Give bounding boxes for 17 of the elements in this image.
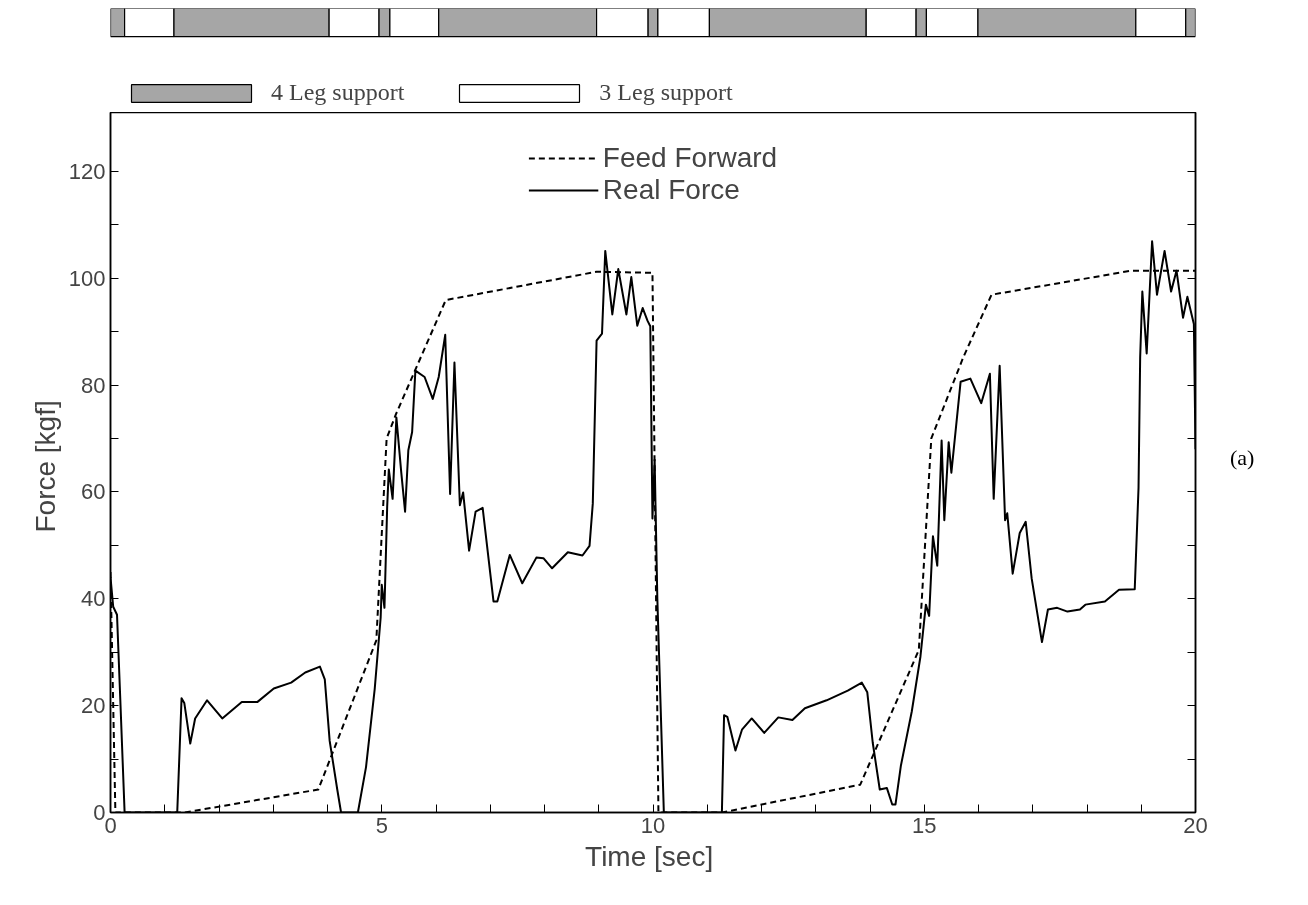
legend-label: 4 Leg support — [271, 79, 405, 106]
x-tick-label: 15 — [912, 812, 937, 838]
legend-label: 3 Leg support — [599, 79, 733, 106]
y-tick-label: 60 — [81, 479, 106, 505]
y-tick-label: 80 — [81, 372, 106, 398]
y-tick-label: 120 — [68, 158, 106, 184]
x-tick-label: 10 — [640, 812, 666, 838]
y-axis-title: Force [kgf] — [29, 400, 61, 533]
x-tick-label: 5 — [375, 812, 388, 838]
x-axis-title: Time [sec] — [585, 840, 714, 872]
legend-label: Real Force — [602, 174, 740, 206]
y-tick-label: 100 — [68, 265, 106, 291]
y-tick-label: 20 — [81, 693, 106, 719]
legend-label: Feed Forward — [602, 142, 778, 174]
y-tick-label: 40 — [81, 586, 106, 612]
x-tick-label: 20 — [1183, 812, 1208, 838]
text: (a) — [1230, 444, 1255, 472]
